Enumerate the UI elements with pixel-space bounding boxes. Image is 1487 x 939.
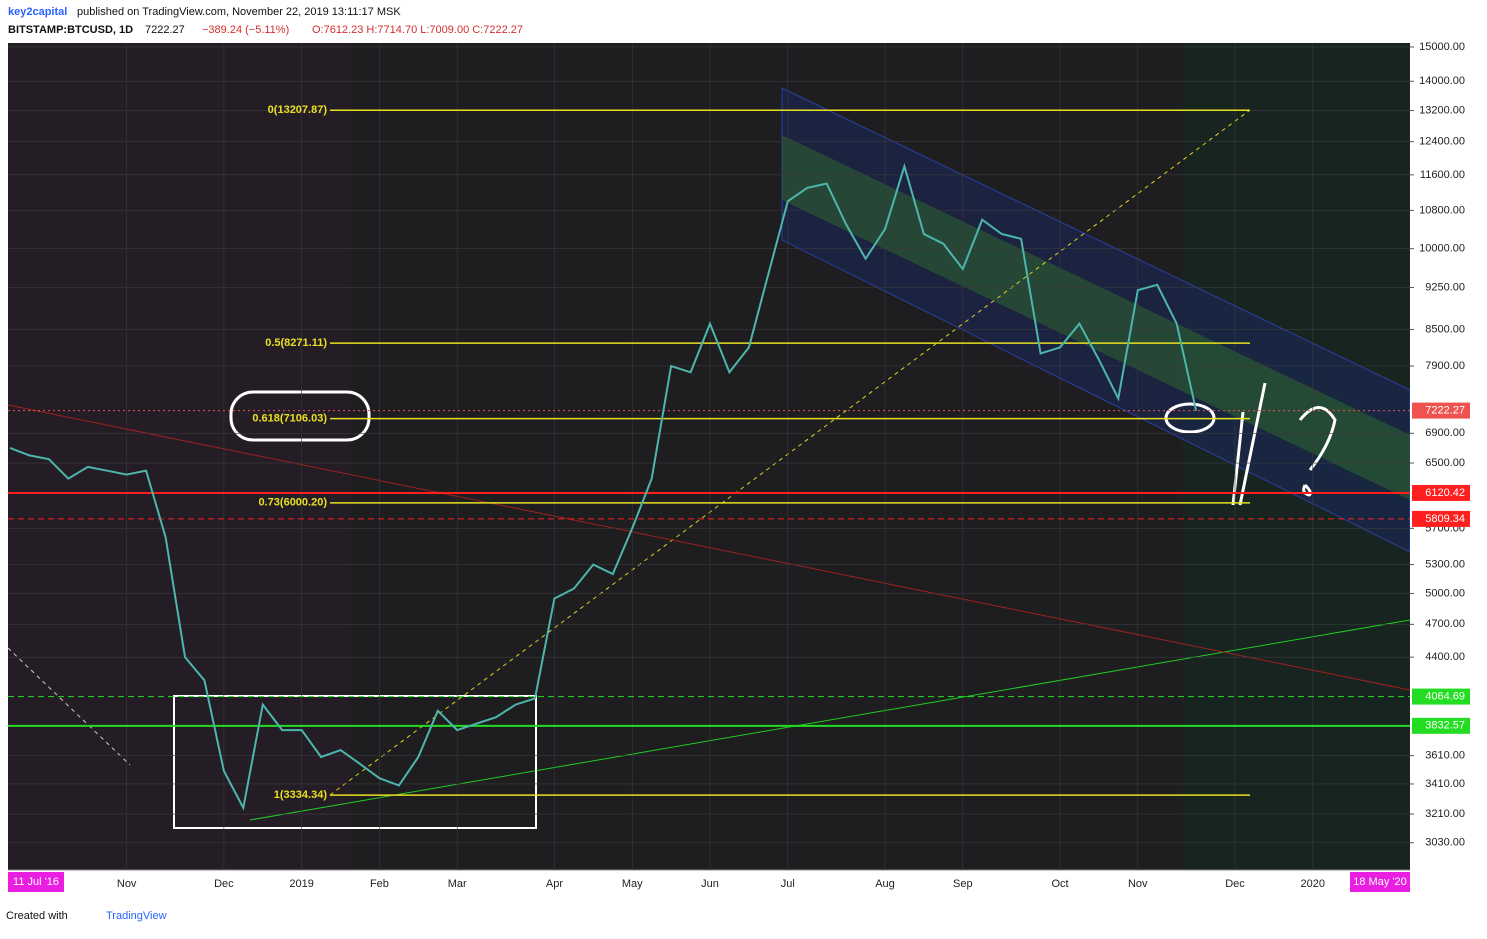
fib-label: 0(13207.87) [268, 104, 328, 116]
y-tick-label: 15000.00 [1419, 41, 1465, 53]
change: −389.24 (−5.11%) [202, 24, 289, 36]
x-tick-label: Mar [448, 878, 467, 890]
created-with: Created with [6, 910, 68, 922]
y-tick-label: 3410.00 [1425, 778, 1465, 790]
ohlc: O:7612.23 H:7714.70 L:7009.00 C:7222.27 [312, 24, 523, 36]
y-tick-label: 6900.00 [1425, 427, 1465, 439]
badge-start-text: 11 Jul '16 [13, 876, 59, 888]
x-tick-label: 2020 [1301, 878, 1325, 890]
price-badge-label: 6120.42 [1425, 487, 1465, 499]
y-tick-label: 5300.00 [1425, 558, 1465, 570]
x-tick-label: Nov [1128, 878, 1148, 890]
fib-label: 0.73(6000.20) [259, 497, 328, 509]
x-tick-label: Dec [214, 878, 234, 890]
x-tick-label: Aug [875, 878, 895, 890]
y-tick-label: 10000.00 [1419, 243, 1465, 255]
x-tick-label: Jul [781, 878, 795, 890]
symbol: BITSTAMP:BTCUSD, 1D [8, 24, 133, 36]
y-tick-label: 6500.00 [1425, 457, 1465, 469]
annotation-scribble [1231, 382, 1337, 506]
price-badge [1412, 484, 1470, 501]
fib-label: 0.618(7106.03) [252, 413, 327, 425]
bg-left [8, 43, 350, 870]
price-badge [1412, 510, 1470, 527]
brand: TradingView [106, 910, 167, 922]
trendline [329, 109, 1251, 796]
y-tick-label: 3210.00 [1425, 808, 1465, 820]
x-tick-label: Nov [117, 878, 137, 890]
x-tick-label: 2019 [289, 878, 313, 890]
price-badge [1412, 688, 1470, 705]
annotation-ellipse [229, 390, 371, 442]
price-badge-label: 5809.34 [1425, 513, 1465, 525]
annotation-box [173, 695, 537, 829]
y-tick-label: 14000.00 [1419, 75, 1465, 87]
y-tick-label: 11600.00 [1420, 169, 1465, 181]
fib-label: 0.5(8271.11) [265, 337, 327, 349]
y-tick-label: 3610.00 [1425, 750, 1465, 762]
price-line-series [9, 162, 1198, 811]
price-badge [1412, 402, 1470, 419]
badge-end [1350, 872, 1410, 892]
y-tick-label: 4700.00 [1425, 618, 1465, 630]
x-tick-label: Jun [701, 878, 719, 890]
x-tick-label: Apr [546, 878, 563, 890]
last-price: 7222.27 [145, 24, 185, 36]
x-tick-label: Oct [1051, 878, 1068, 890]
badge-end-text: 18 May '20 [1353, 876, 1406, 888]
price-badge-label: 7222.27 [1425, 404, 1465, 416]
y-tick-label: 7900.00 [1425, 360, 1465, 372]
y-tick-label: 10800.00 [1419, 204, 1465, 216]
trendline [249, 619, 1411, 821]
y-tick-label: 12400.00 [1419, 136, 1465, 148]
y-tick-label: 3030.00 [1425, 837, 1465, 849]
price-badge [1412, 717, 1470, 734]
price-badge-label: 3832.57 [1425, 720, 1465, 732]
y-tick-label: 5000.00 [1425, 587, 1465, 599]
published: published on TradingView.com, November 2… [77, 6, 401, 18]
x-tick-label: Feb [370, 878, 389, 890]
price-badge-label: 4064.69 [1425, 690, 1465, 702]
y-tick-label: 13200.00 [1419, 104, 1465, 116]
x-tick-label: May [622, 878, 643, 890]
y-tick-label: 8500.00 [1425, 323, 1465, 335]
x-tick-label: Sep [953, 878, 973, 890]
author: key2capital [8, 6, 67, 18]
badge-start [8, 872, 64, 892]
fib-label: 1(3334.34) [274, 789, 328, 801]
y-tick-label: 9250.00 [1425, 281, 1465, 293]
x-tick-label: Dec [1225, 878, 1245, 890]
bg-mid [350, 43, 1182, 870]
trendline [7, 404, 1411, 691]
channel-mid [782, 135, 1410, 500]
y-tick-label: 4400.00 [1425, 651, 1465, 663]
